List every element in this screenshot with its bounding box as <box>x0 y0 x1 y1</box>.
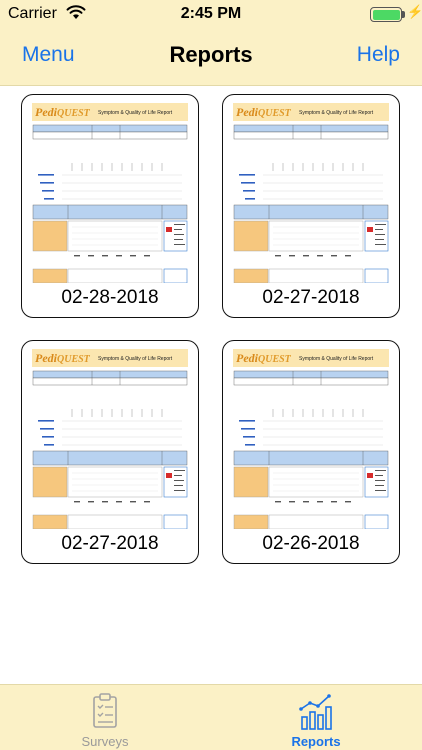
report-card[interactable]: PediQUEST Symptom & Quality of Life Repo… <box>21 94 199 318</box>
reports-grid: PediQUEST Symptom & Quality of Life Repo… <box>0 86 422 684</box>
tab-surveys-label: Surveys <box>81 734 129 749</box>
report-brand-prefix: Pedi <box>236 351 259 365</box>
report-card[interactable]: PediQUEST Symptom & Quality of Life Repo… <box>222 94 400 318</box>
report-date: 02-26-2018 <box>262 533 360 554</box>
svg-text:PediQUEST: PediQUEST <box>35 105 91 119</box>
carrier-label: Carrier <box>8 5 57 22</box>
tab-bar: Surveys Reports <box>0 684 422 750</box>
report-brand-suffix: QUEST <box>57 108 91 119</box>
navigation-bar: Menu Reports Help <box>0 30 422 86</box>
report-brand-prefix: Pedi <box>35 105 58 119</box>
report-thumbnail: PediQUEST Symptom & Quality of Life Repo… <box>32 103 188 283</box>
battery-cap <box>402 11 405 18</box>
page-title: Reports <box>169 42 253 67</box>
clipboard-check-icon <box>93 693 117 728</box>
tab-reports[interactable]: Reports <box>251 685 381 750</box>
report-brand-suffix: QUEST <box>258 354 292 365</box>
svg-text:PediQUEST: PediQUEST <box>35 351 91 365</box>
menu-button[interactable]: Menu <box>22 43 75 66</box>
tab-reports-label: Reports <box>291 734 341 749</box>
report-card[interactable]: PediQUEST Symptom & Quality of Life Repo… <box>21 340 199 564</box>
report-thumbnail: PediQUEST Symptom & Quality of Life Repo… <box>233 349 389 529</box>
svg-text:PediQUEST: PediQUEST <box>236 351 292 365</box>
report-thumbnail: PediQUEST Symptom & Quality of Life Repo… <box>233 103 389 283</box>
report-title: Symptom & Quality of Life Report <box>98 356 173 362</box>
report-title: Symptom & Quality of Life Report <box>299 356 374 362</box>
report-title: Symptom & Quality of Life Report <box>299 110 374 116</box>
report-title: Symptom & Quality of Life Report <box>98 110 173 116</box>
status-time: 2:45 PM <box>180 5 242 22</box>
bar-chart-trend-icon <box>299 694 332 730</box>
report-date: 02-28-2018 <box>61 287 159 308</box>
report-brand-suffix: QUEST <box>57 354 91 365</box>
charging-bolt-icon: ⚡ <box>407 4 422 19</box>
top-bar: Carrier 2:45 PM ⚡ Menu Reports Help <box>0 0 422 86</box>
report-brand-prefix: Pedi <box>35 351 58 365</box>
svg-text:PediQUEST: PediQUEST <box>236 105 292 119</box>
report-brand-prefix: Pedi <box>236 105 259 119</box>
battery-icon <box>370 7 402 22</box>
report-card[interactable]: PediQUEST Symptom & Quality of Life Repo… <box>222 340 400 564</box>
report-brand-suffix: QUEST <box>258 108 292 119</box>
help-button[interactable]: Help <box>356 43 400 66</box>
tab-surveys[interactable]: Surveys <box>40 685 170 750</box>
report-date: 02-27-2018 <box>262 287 360 308</box>
wifi-icon <box>66 5 86 19</box>
report-date: 02-27-2018 <box>61 533 159 554</box>
report-thumbnail: PediQUEST Symptom & Quality of Life Repo… <box>32 349 188 529</box>
status-bar: Carrier 2:45 PM ⚡ <box>0 0 422 30</box>
